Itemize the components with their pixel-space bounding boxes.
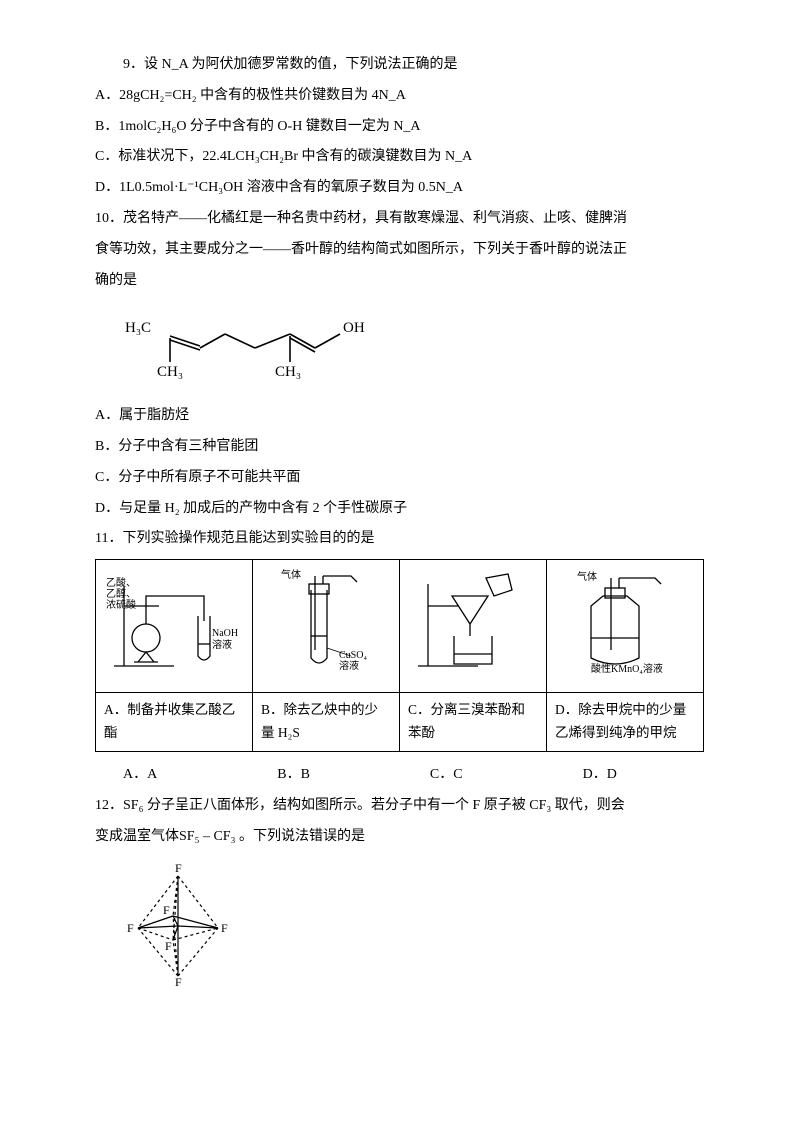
q9-stem: 9．设 N_A 为阿伏加德罗常数的值，下列说法正确的是 [95,50,699,81]
q11-ans-A: A．A [123,760,157,791]
q11-cell-img-D: 气体 酸性KMnO₄溶液 [547,560,704,693]
lbl-c4b: 酸性KMnO₄溶液 [591,662,663,674]
label-ch3-b: CH₃ [275,364,301,380]
lbl-c4a: 气体 [577,570,597,583]
f-bottom: F [175,975,182,988]
q10-structure: H₃C CH₃ CH₃ OH [115,302,699,395]
q11-cell-img-A: 乙酸、 乙醇、 浓硫酸 NaOH 溶液 [96,560,253,693]
q10-stem2: 食等功效，其主要成分之一——香叶醇的结构简式如图所示，下列关于香叶醇的说法正 [95,235,699,266]
f-left: F [127,921,134,935]
f-right: F [221,921,228,935]
q11-cell-txt-C: C．分离三溴苯酚和苯酚 [400,693,547,752]
q11-ans-B: B．B [277,760,310,791]
q10-optA: A．属于脂肪烃 [95,401,699,432]
q10-optD: D．与足量 H₂ 加成后的产物中含有 2 个手性碳原子 [95,494,699,525]
lbl-c2b: CuSO₄ [339,650,367,661]
lbl-c1b: 乙醇、 [106,587,136,600]
q11-cell-img-B: 气体 CuSO₄ 溶液 [253,560,400,693]
q12-stem2: 变成温室气体SF₅ – CF₃ 。下列说法错误的是 [95,822,699,853]
label-ch3-a: CH₃ [157,364,183,380]
f-top: F [175,861,182,875]
q11-ans-C: C．C [430,760,463,791]
q11-cell-txt-D: D．除去甲烷中的少量乙烯得到纯净的甲烷 [547,693,704,752]
f-back: F [163,903,170,917]
label-oh: OH [343,320,365,336]
lbl-c2a: 气体 [281,568,301,581]
q9-optD: D．1L0.5mol·L⁻¹CH₃OH 溶液中含有的氧原子数目为 0.5N_A [95,173,699,204]
lbl-c1a: 乙酸、 [106,576,136,589]
q9-optA: A．28gCH₂=CH₂ 中含有的极性共价键数目为 4N_A [95,81,699,112]
q10-optC: C．分子中所有原子不可能共平面 [95,463,699,494]
lbl-c2c: 溶液 [339,659,359,672]
q11-stem: 11．下列实验操作规范且能达到实验目的的是 [95,524,699,555]
lbl-c1c: 浓硫酸 [106,598,136,611]
q11-ans-D: D．D [583,760,617,791]
q11-cell-txt-A: A．制备并收集乙酸乙酯 [96,693,253,752]
q11-cell-txt-B: B．除去乙炔中的少量 H₂S [253,693,400,752]
lbl-c1d: NaOH [212,628,238,639]
q11-table: 乙酸、 乙醇、 浓硫酸 NaOH 溶液 [95,559,704,752]
lbl-c1e: 溶液 [212,638,232,651]
q10-optB: B．分子中含有三种官能团 [95,432,699,463]
f-front: F [165,939,172,953]
label-h3c: H₃C [125,320,151,336]
q12-structure: F F F F F F [113,858,699,1001]
q11-cell-img-C [400,560,547,693]
q10-stem1: 10．茂名特产——化橘红是一种名贵中药材，具有散寒燥湿、利气消痰、止咳、健脾消 [95,204,699,235]
q9-optB: B．1molC₂H₆O 分子中含有的 O-H 键数目一定为 N_A [95,112,699,143]
q10-stem3: 确的是 [95,266,699,297]
q9-optC: C．标准状况下，22.4LCH₃CH₂Br 中含有的碳溴键数目为 N_A [95,142,699,173]
q12-stem1: 12．SF₆ 分子呈正八面体形，结构如图所示。若分子中有一个 F 原子被 CF₃… [95,791,699,822]
